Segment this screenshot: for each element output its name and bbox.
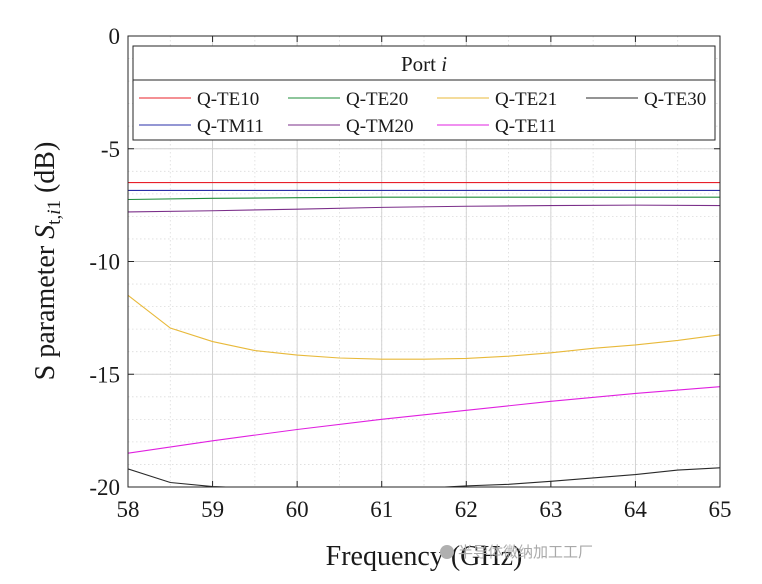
series-line-q-tm20	[128, 204, 720, 213]
x-tick-label: 61	[370, 497, 393, 522]
x-tick-label: 59	[201, 497, 224, 522]
legend-box	[132, 45, 716, 141]
y-tick-label: -5	[101, 137, 120, 162]
y-tick-label: 0	[109, 24, 121, 49]
legend-label-q-tm20: Q-TM20	[346, 116, 414, 137]
axis-tick-labels: 58 59 60 61 62 63 64 65 0 -5 -10 -15 -20	[89, 24, 731, 522]
x-axis-label: Frequency (GHz)	[326, 541, 523, 572]
watermark: 半导体微纳加工工厂	[440, 541, 593, 562]
y-tick-label: -20	[89, 475, 120, 500]
x-tick-label: 60	[286, 497, 309, 522]
series-line-q-te30	[128, 467, 720, 487]
legend-label-q-te20: Q-TE20	[346, 89, 408, 110]
legend-label-q-te21: Q-TE21	[495, 89, 557, 110]
x-tick-label: 65	[709, 497, 732, 522]
series-line-q-te21	[128, 294, 720, 360]
legend-title: Port i	[401, 52, 447, 76]
legend-label-q-te30: Q-TE30	[644, 89, 706, 110]
watermark-logo-icon	[440, 545, 454, 559]
watermark-text: 半导体微纳加工工厂	[458, 543, 594, 561]
legend-label-q-tm11: Q-TM11	[197, 116, 264, 137]
y-tick-label: -15	[89, 362, 120, 387]
series-line-q-te11	[128, 386, 720, 454]
series-line-q-te20	[128, 196, 720, 201]
legend-label-q-te10: Q-TE10	[197, 89, 259, 110]
x-tick-label: 58	[117, 497, 140, 522]
y-tick-label: -10	[89, 250, 120, 275]
x-tick-label: 63	[539, 497, 562, 522]
y-axis-label: S parameter St,i1 (dB)	[30, 142, 65, 381]
data-series	[128, 182, 720, 487]
legend-entries: Q-TE10 Q-TE20 Q-TE21 Q-TE30 Q-TM11 Q-TM20 Q-TE…	[139, 89, 706, 137]
axis-ticks	[127, 35, 721, 488]
x-tick-label: 64	[624, 497, 648, 522]
x-tick-label: 62	[455, 497, 478, 522]
legend-label-q-te11: Q-TE11	[495, 116, 557, 137]
